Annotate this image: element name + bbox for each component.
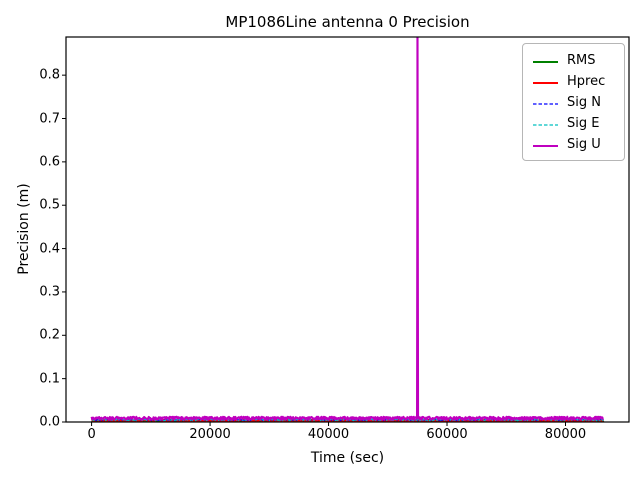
y-tick-label: 0.0 [39, 414, 60, 430]
x-tick-label: 60000 [426, 427, 468, 442]
y-tick-label: 0.5 [39, 197, 60, 213]
y-tick-label: 0.4 [39, 241, 60, 257]
legend-label: Sig E [567, 115, 600, 131]
legend-row: RMS [532, 50, 616, 71]
series-sig-u [90, 37, 604, 421]
y-tick-label: 0.2 [39, 327, 60, 343]
legend-row: Sig E [532, 113, 616, 134]
y-tick-label: 0.1 [39, 371, 60, 387]
legend-row: Sig N [532, 92, 616, 113]
legend-label: Sig U [567, 136, 601, 152]
x-tick-label: 20000 [189, 427, 231, 442]
series-sig-e [91, 417, 604, 422]
y-tick-label: 0.6 [39, 154, 60, 170]
y-axis-label: Precision (m) [16, 183, 32, 275]
x-tick-label: 40000 [307, 427, 350, 442]
legend-row: Hprec [532, 71, 616, 92]
legend: RMS Hprec Sig N Sig E Sig U [522, 43, 625, 161]
legend-label: Hprec [567, 73, 606, 89]
x-tick-label: 0 [87, 427, 96, 442]
chart-title: MP1086Line antenna 0 Precision [225, 13, 470, 31]
legend-line-sample [532, 54, 559, 68]
legend-line-sample [532, 75, 559, 89]
legend-row: Sig U [532, 134, 616, 155]
y-tick-label: 0.3 [39, 284, 60, 300]
x-axis-label: Time (sec) [310, 450, 385, 466]
y-tick-label: 0.7 [39, 111, 60, 126]
y-tick-label: 0.8 [39, 67, 60, 83]
legend-line-sample [532, 117, 559, 131]
x-tick-label: 80000 [544, 427, 587, 442]
axes-border [65, 36, 630, 423]
legend-line-sample [532, 138, 559, 152]
legend-label: Sig N [567, 94, 601, 110]
legend-label: RMS [567, 52, 596, 68]
legend-line-sample [532, 96, 559, 110]
